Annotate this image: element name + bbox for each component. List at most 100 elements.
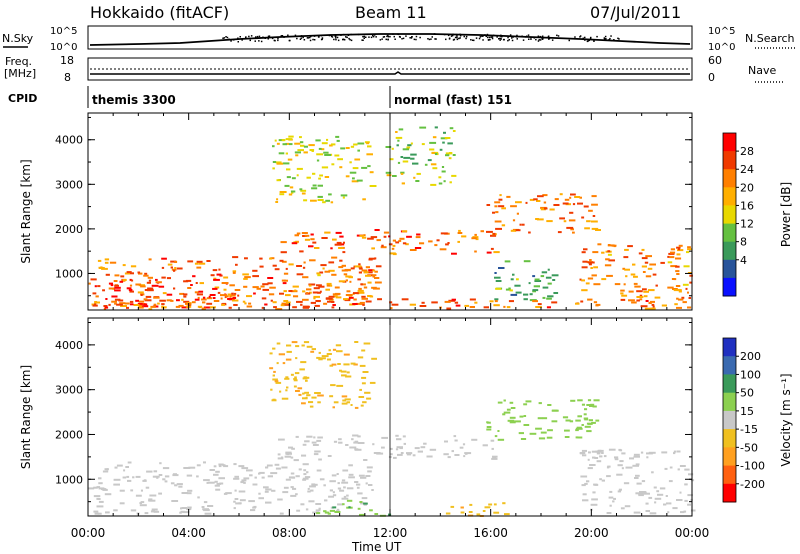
range-gate-cell <box>276 162 284 165</box>
range-gate-cell <box>646 456 649 459</box>
range-gate-cell <box>191 301 196 304</box>
range-gate-cell <box>116 464 123 467</box>
range-gate-cell <box>108 282 113 285</box>
range-gate-cell <box>336 473 339 475</box>
range-gate-cell <box>343 273 348 276</box>
range-gate-cell <box>549 208 555 211</box>
range-gate-cell <box>269 257 272 260</box>
range-gate-cell <box>357 289 364 292</box>
range-gate-cell <box>439 248 447 251</box>
nsearch-dot <box>530 36 532 39</box>
range-gate-cell <box>174 261 178 263</box>
range-gate-cell <box>127 272 134 275</box>
range-gate-cell <box>643 492 650 495</box>
range-gate-cell <box>673 289 681 292</box>
range-gate-cell <box>295 390 300 392</box>
range-gate-cell <box>318 507 321 510</box>
nsearch-dot <box>349 38 351 41</box>
range-gate-cell <box>316 272 320 275</box>
range-gate-cell <box>111 295 118 298</box>
range-gate-cell <box>683 265 690 268</box>
range-gate-cell <box>285 294 291 297</box>
range-gate-cell <box>452 154 456 156</box>
nsearch-dot <box>586 40 589 43</box>
y-tick-label: 4000 <box>55 339 83 352</box>
y-axis-label: Slant Range [km] <box>19 159 33 263</box>
range-gate-cell <box>452 130 456 132</box>
range-gate-cell <box>635 492 642 495</box>
range-gate-cell <box>497 438 505 441</box>
range-gate-cell <box>295 493 298 496</box>
range-gate-cell <box>636 482 642 485</box>
range-gate-cell <box>198 262 206 265</box>
range-gate-cell <box>442 141 445 144</box>
range-gate-cell <box>312 444 319 446</box>
range-gate-cell <box>661 451 668 454</box>
range-gate-cell <box>649 263 656 266</box>
range-gate-cell <box>392 244 396 247</box>
range-gate-cell <box>675 285 681 287</box>
range-gate-cell <box>292 487 297 490</box>
range-gate-cell <box>673 452 676 455</box>
range-gate-cell <box>147 287 154 290</box>
range-gate-cell <box>309 259 316 262</box>
nsearch-dot <box>542 37 544 39</box>
range-gate-cell <box>203 501 208 504</box>
range-gate-cell <box>349 161 352 164</box>
nsearch-dot <box>365 36 367 38</box>
range-gate-cell <box>145 295 152 298</box>
range-gate-cell <box>316 469 322 472</box>
range-gate-cell <box>301 192 306 195</box>
nsearch-dot <box>488 36 491 39</box>
nsearch-dot <box>473 39 475 42</box>
nsearch-dot <box>268 35 271 37</box>
range-gate-cell <box>570 228 574 231</box>
range-gate-cell <box>124 272 130 275</box>
range-gate-cell <box>587 261 595 264</box>
range-gate-cell <box>547 429 553 432</box>
range-gate-cell <box>313 287 320 290</box>
range-gate-cell <box>577 415 582 418</box>
range-gate-cell <box>104 261 109 264</box>
range-gate-cell <box>349 446 357 449</box>
range-gate-cell <box>532 289 539 292</box>
range-gate-cell <box>448 299 456 302</box>
range-gate-cell <box>277 453 281 456</box>
range-gate-cell <box>515 291 522 294</box>
range-gate-cell <box>392 175 397 177</box>
range-gate-cell <box>509 421 516 424</box>
range-gate-cell <box>412 454 416 457</box>
range-gate-cell <box>614 456 619 459</box>
range-gate-cell <box>129 303 134 306</box>
range-gate-cell <box>494 276 501 279</box>
range-gate-cell <box>144 272 148 275</box>
range-gate-cell <box>183 467 191 469</box>
range-gate-cell <box>303 341 310 344</box>
range-gate-cell <box>338 438 342 441</box>
range-gate-cell <box>187 489 193 492</box>
range-gate-cell <box>341 395 348 398</box>
range-gate-cell <box>252 483 258 486</box>
range-gate-cell <box>342 196 345 199</box>
range-gate-cell <box>304 234 310 237</box>
range-gate-cell <box>283 279 288 282</box>
range-gate-cell <box>295 435 299 438</box>
range-gate-cell <box>371 489 374 491</box>
nsearch-dot <box>488 39 490 41</box>
range-gate-cell <box>338 266 344 269</box>
range-gate-cell <box>206 297 212 300</box>
range-gate-cell <box>687 246 691 249</box>
range-gate-cell <box>652 273 657 276</box>
range-gate-cell <box>214 484 220 487</box>
range-gate-cell <box>213 473 219 476</box>
range-gate-cell <box>267 475 273 478</box>
nsearch-dot <box>337 39 340 42</box>
nsearch-dot <box>382 36 385 38</box>
range-gate-cell <box>361 376 367 379</box>
nsearch-dot <box>333 38 335 41</box>
range-gate-cell <box>296 509 301 512</box>
range-gate-cell <box>138 306 144 309</box>
range-gate-cell <box>324 154 331 156</box>
range-gate-cell <box>250 509 256 512</box>
nsearch-dot <box>512 36 514 38</box>
